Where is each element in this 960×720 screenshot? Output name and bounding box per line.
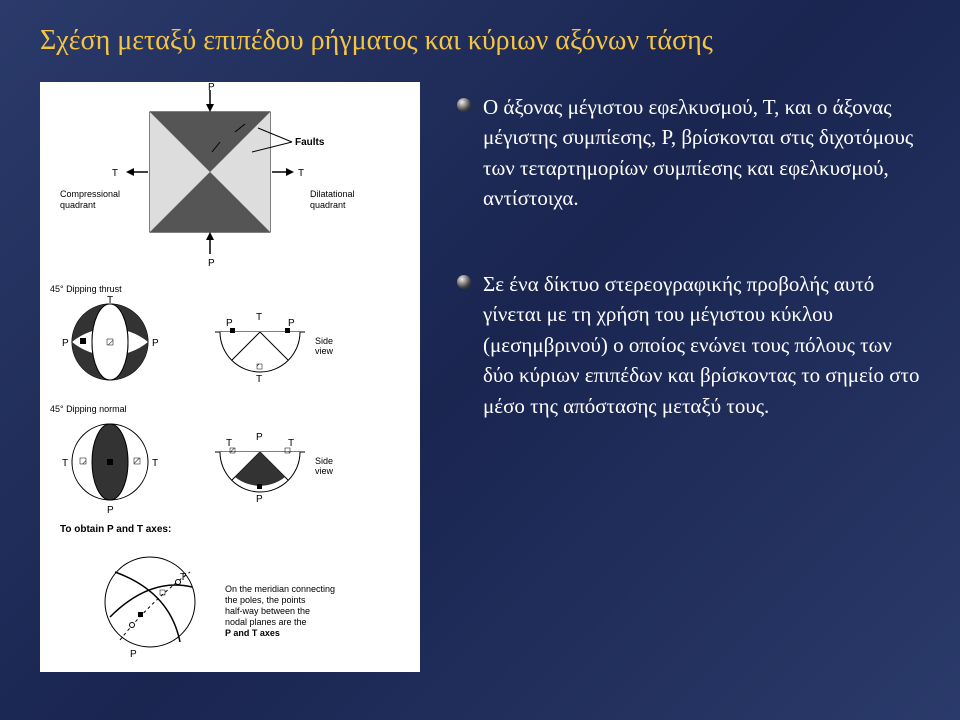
page-title: Σχέση μεταξύ επιπέδου ρήγματος και κύριω… [40, 25, 920, 57]
lbl-sv1-T2: T [256, 374, 262, 385]
bullet-text-1: Ο άξονας μέγιστου εφελκυσμού, Τ, και ο ά… [483, 95, 913, 210]
content-row: P P T T Compressional quadrant Dilatatio… [40, 82, 920, 672]
bullet-item-1: Ο άξονας μέγιστου εφελκυσμού, Τ, και ο ά… [455, 92, 920, 214]
label-P-bot: P [208, 258, 215, 269]
lbl-norm-T2: T [152, 458, 158, 469]
label-P-top: P [208, 82, 215, 93]
lbl-side1: Sideview [315, 336, 334, 356]
label-T-left: T [112, 168, 118, 179]
bullet-icon [457, 275, 471, 289]
bullet-item-2: Σε ένα δίκτυο στερεογραφικής προβολής αυ… [455, 269, 920, 421]
diagram-svg: P P T T Compressional quadrant Dilatatio… [40, 82, 420, 672]
lbl-sv1-P2: P [288, 318, 295, 329]
label-normal: 45° Dipping normal [50, 404, 127, 414]
bullet-text-2: Σε ένα δίκτυο στερεογραφικής προβολής αυ… [483, 272, 919, 418]
lbl-sv1-T1: T [256, 312, 262, 323]
lbl-thrust-T: T [107, 295, 113, 306]
lbl-sv1-P1: P [226, 318, 233, 329]
lbl-sv2-T2: T [288, 438, 294, 449]
lbl-side2: Sideview [315, 456, 334, 476]
lbl-norm-P: P [107, 505, 114, 516]
lbl-stnet-P: P [130, 649, 137, 660]
top-block-diagram [126, 90, 294, 254]
label-to-obtain: To obtain P and T axes: [60, 524, 171, 535]
lbl-stnet-T: T [180, 572, 186, 583]
bullet-icon [457, 98, 471, 112]
thrust-sideview [215, 328, 305, 372]
lbl-sv2-T1: T [226, 438, 232, 449]
bullet-list: Ο άξονας μέγιστου εφελκυσμού, Τ, και ο ά… [455, 82, 920, 672]
lbl-norm-T1: T [62, 458, 68, 469]
label-dil-quad: Dilatational quadrant [310, 189, 357, 210]
normal-sideview [215, 448, 305, 492]
label-T-right: T [298, 168, 304, 179]
diagram-figure: P P T T Compressional quadrant Dilatatio… [40, 82, 420, 672]
thrust-beachball [72, 304, 148, 380]
lbl-sv2-P1: P [256, 432, 263, 443]
stereonet-caption: On the meridian connecting the poles, th… [225, 584, 338, 638]
lbl-sv2-P2: P [256, 494, 263, 505]
lbl-thrust-P2: P [152, 338, 159, 349]
label-faults: Faults [295, 137, 325, 148]
label-thrust: 45° Dipping thrust [50, 284, 122, 294]
normal-beachball [72, 424, 148, 500]
stereonet [105, 557, 195, 647]
label-comp-quad: Compressional quadrant [60, 189, 123, 210]
lbl-thrust-P1: P [62, 338, 69, 349]
